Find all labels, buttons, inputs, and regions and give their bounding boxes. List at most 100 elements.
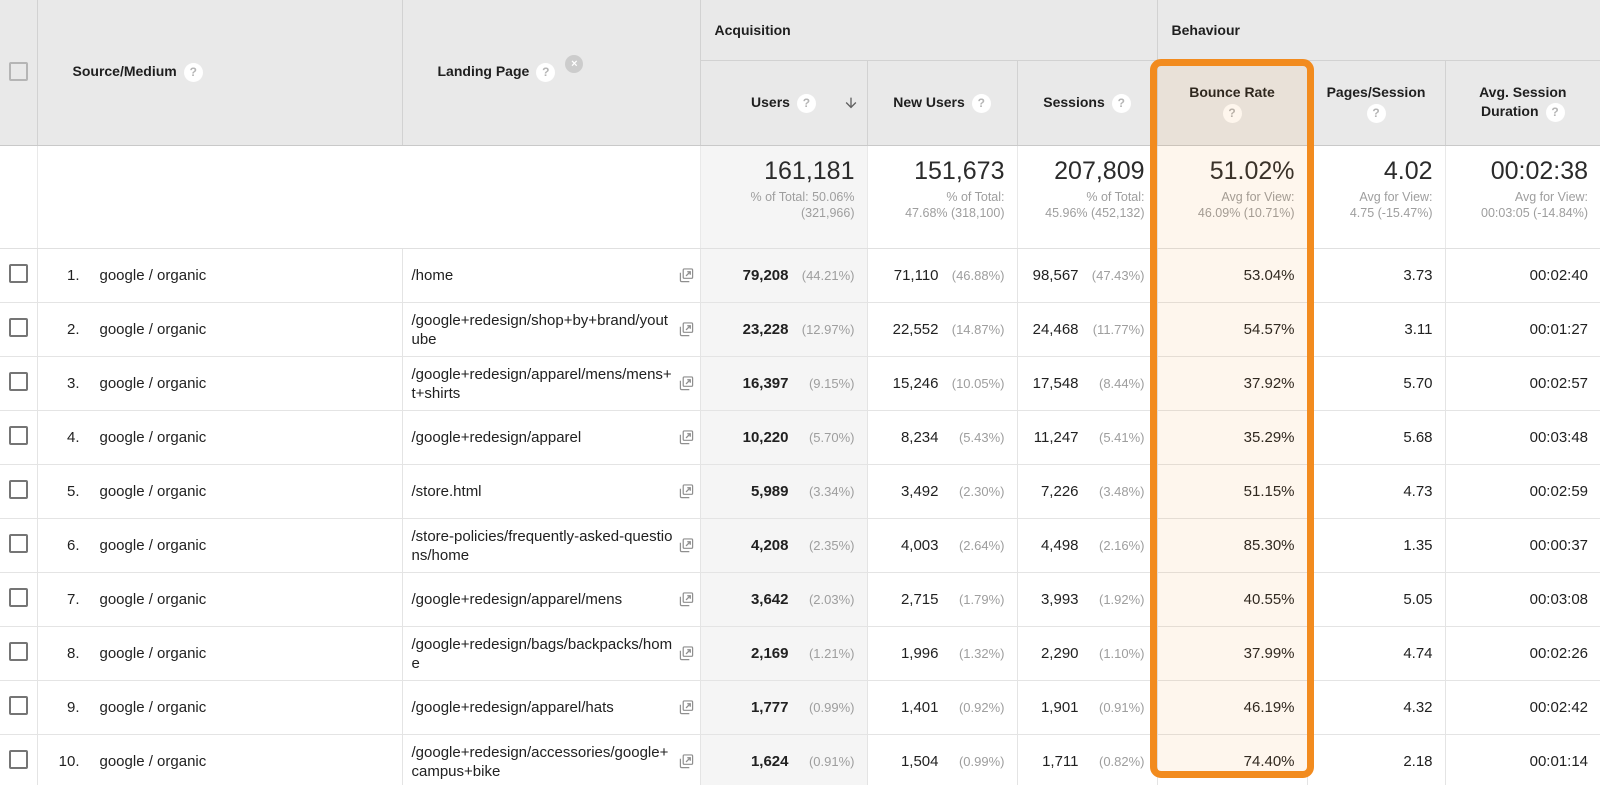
table-row: 2. google / organic /google+redesign/shop…	[0, 302, 1600, 357]
open-in-new-icon[interactable]	[679, 754, 694, 769]
landing-page-value: /google+redesign/accessories/google+camp…	[411, 743, 669, 780]
source-medium-value: google / organic	[99, 321, 207, 338]
row-checkbox[interactable]	[8, 372, 28, 391]
summary-pages-session: 4.02 Avg for View: 4.75 (-15.47%)	[1306, 145, 1446, 249]
pages-session-cell: 4.32	[1306, 680, 1446, 735]
sort-descending-icon	[843, 95, 859, 114]
pages-session-cell: 5.70	[1306, 356, 1446, 411]
column-header-avg-session-duration[interactable]: Avg. Session Duration?	[1444, 60, 1600, 146]
source-medium-value: google / organic	[99, 375, 207, 392]
avg-duration-cell: 00:01:14	[1444, 734, 1600, 785]
new-users-cell: 1,401 (0.92%)	[866, 680, 1017, 735]
help-icon[interactable]: ?	[1222, 103, 1242, 123]
bounce-rate-cell: 51.15%	[1156, 464, 1308, 519]
avg-duration-cell: 00:03:48	[1444, 410, 1600, 465]
avg-duration-cell: 00:01:27	[1444, 302, 1600, 357]
sessions-cell: 1,901 (0.91%)	[1016, 680, 1158, 735]
landing-page-value: /store-policies/frequently-asked-questio…	[411, 527, 673, 564]
landing-page-value: /google+redesign/apparel/hats	[411, 699, 614, 716]
pages-session-cell: 1.35	[1306, 518, 1446, 573]
help-icon[interactable]: ?	[796, 93, 816, 113]
new-users-cell: 71,110 (46.88%)	[866, 248, 1017, 303]
column-header-pages-session[interactable]: Pages/Session ?	[1306, 60, 1446, 146]
sessions-cell: 2,290 (1.10%)	[1016, 626, 1158, 681]
landing-page-value: /home	[411, 267, 454, 284]
new-users-cell: 8,234 (5.43%)	[866, 410, 1017, 465]
row-checkbox[interactable]	[8, 426, 28, 445]
select-all-checkbox[interactable]	[8, 61, 28, 81]
pages-session-cell: 5.68	[1306, 410, 1446, 465]
summary-new-users: 151,673 % of Total: 47.68% (318,100)	[866, 145, 1017, 249]
new-users-cell: 4,003 (2.64%)	[866, 518, 1017, 573]
column-header-new-users[interactable]: New Users?	[866, 60, 1017, 146]
open-in-new-icon[interactable]	[679, 430, 694, 445]
help-icon[interactable]: ?	[1111, 93, 1131, 113]
new-users-cell: 22,552 (14.87%)	[866, 302, 1017, 357]
table-row: 6. google / organic /store-policies/frequ…	[0, 518, 1600, 573]
open-in-new-icon[interactable]	[679, 322, 694, 337]
pages-session-cell: 4.74	[1306, 626, 1446, 681]
source-medium-value: google / organic	[99, 753, 207, 770]
remove-dimension-icon[interactable]: ×	[565, 54, 584, 73]
avg-duration-cell: 00:02:40	[1444, 248, 1600, 303]
landing-page-value: /google+redesign/shop+by+brand/youtube	[411, 311, 668, 348]
pages-session-cell: 5.05	[1306, 572, 1446, 627]
open-in-new-icon[interactable]	[679, 592, 694, 607]
bounce-rate-cell: 35.29%	[1156, 410, 1308, 465]
table-row: 10. google / organic /google+redesign/acc…	[0, 734, 1600, 785]
row-rank: 3.	[66, 375, 80, 392]
pages-session-cell: 2.18	[1306, 734, 1446, 785]
sessions-cell: 4,498 (2.16%)	[1016, 518, 1158, 573]
sessions-cell: 7,226 (3.48%)	[1016, 464, 1158, 519]
open-in-new-icon[interactable]	[679, 268, 694, 283]
sessions-cell: 17,548 (8.44%)	[1016, 356, 1158, 411]
help-icon[interactable]: ?	[1545, 103, 1565, 122]
open-in-new-icon[interactable]	[679, 376, 694, 391]
column-header-users[interactable]: Users?	[699, 60, 867, 146]
row-checkbox[interactable]	[8, 318, 28, 337]
table-row: 8. google / organic /google+redesign/bags…	[0, 626, 1600, 681]
column-header-source-medium[interactable]: Source/Medium?	[37, 0, 403, 146]
row-checkbox[interactable]	[8, 696, 28, 715]
bounce-rate-cell: 54.57%	[1156, 302, 1308, 357]
source-medium-value: google / organic	[99, 645, 207, 662]
table-row: 3. google / organic /google+redesign/appa…	[0, 356, 1600, 411]
group-header-row: Source/Medium? Landing Page ? × Acquisitio…	[0, 0, 1600, 146]
bounce-rate-cell: 74.40%	[1156, 734, 1308, 785]
landing-page-value: /google+redesign/apparel/mens/mens+t+shi…	[411, 365, 672, 402]
row-checkbox[interactable]	[8, 480, 28, 499]
source-medium-value: google / organic	[99, 267, 207, 284]
row-checkbox[interactable]	[8, 534, 28, 553]
open-in-new-icon[interactable]	[679, 538, 694, 553]
avg-duration-cell: 00:03:08	[1444, 572, 1600, 627]
source-medium-label: Source/Medium	[72, 63, 177, 80]
row-checkbox[interactable]	[8, 642, 28, 661]
summary-users: 161,181 % of Total: 50.06% (321,966)	[699, 145, 867, 249]
help-icon[interactable]: ?	[1366, 103, 1386, 123]
sessions-cell: 24,468 (11.77%)	[1016, 302, 1158, 357]
column-header-sessions[interactable]: Sessions?	[1016, 60, 1158, 146]
help-icon[interactable]: ?	[183, 63, 203, 82]
new-users-cell: 1,996 (1.32%)	[866, 626, 1017, 681]
column-header-landing-page[interactable]: Landing Page ? ×	[402, 0, 701, 146]
landing-page-value: /google+redesign/apparel/mens	[411, 591, 623, 608]
open-in-new-icon[interactable]	[679, 646, 694, 661]
sessions-cell: 3,993 (1.92%)	[1016, 572, 1158, 627]
help-icon[interactable]: ?	[971, 93, 991, 113]
row-checkbox[interactable]	[8, 264, 28, 283]
sessions-cell: 1,711 (0.82%)	[1016, 734, 1158, 785]
column-header-bounce-rate[interactable]: Bounce Rate ?	[1156, 60, 1308, 146]
row-rank: 2.	[66, 321, 80, 338]
open-in-new-icon[interactable]	[679, 700, 694, 715]
open-in-new-icon[interactable]	[679, 484, 694, 499]
row-checkbox[interactable]	[8, 588, 28, 607]
avg-duration-cell: 00:02:59	[1444, 464, 1600, 519]
users-cell: 3,642 (2.03%)	[699, 572, 867, 627]
row-checkbox[interactable]	[8, 750, 28, 769]
help-icon[interactable]: ?	[536, 63, 556, 82]
pages-session-cell: 3.73	[1306, 248, 1446, 303]
source-medium-value: google / organic	[99, 483, 207, 500]
select-all-cell	[0, 0, 38, 146]
